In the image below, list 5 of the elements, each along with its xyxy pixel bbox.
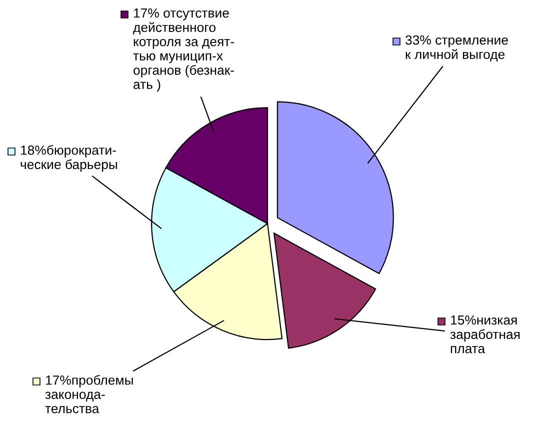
legend-label: 33% стремление к личной выгоде	[406, 35, 508, 62]
legend-label: 17% отсутствие действенного котроля за деят- тью муницип-х органов (безнак- ать )	[133, 8, 234, 92]
legend-label: 18%бюрократи- ческие барьеры	[20, 145, 118, 172]
legend-label: 15%низкая заработная плата	[450, 315, 520, 354]
legend-label: 17%проблемы законода- тельства	[45, 375, 133, 414]
